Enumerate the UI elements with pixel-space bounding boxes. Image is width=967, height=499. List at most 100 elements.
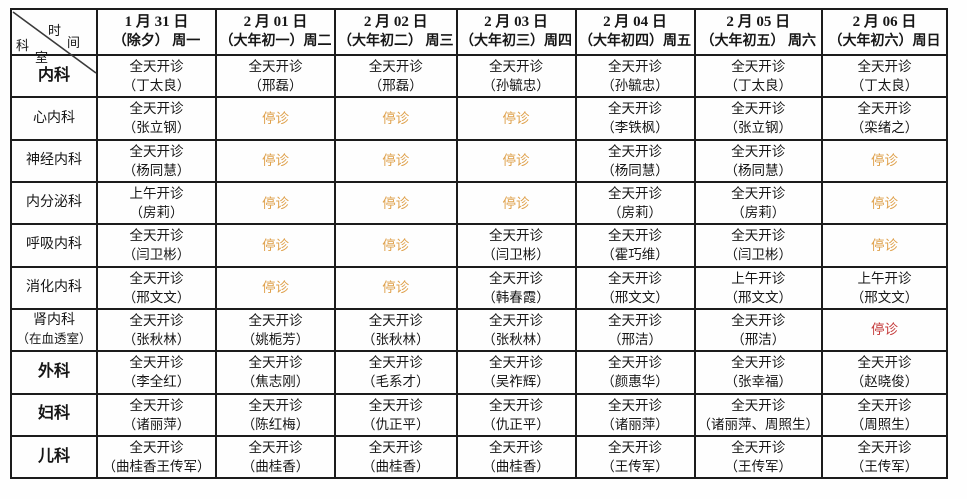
header-holiday-weekday: （除夕） 周一 [112, 33, 201, 49]
status-text: 停诊 [262, 195, 289, 211]
schedule-cell: 停诊 [455, 138, 577, 183]
schedule-cell: 全天开诊 （李铁枫） [574, 96, 696, 141]
doctor-name: （张立钢） [724, 120, 793, 136]
schedule-cell: 停诊 [215, 96, 336, 141]
schedule-cell: 全天开诊 （张秋林） [455, 307, 577, 353]
doctor-name: （陈红梅） [241, 416, 310, 432]
status-text: 全天开诊 [731, 143, 786, 159]
column-header: 2 月 06 日 （大年初六）周日 [821, 8, 948, 56]
dept-cell: 内科 [10, 53, 98, 99]
status-text: 全天开诊 [129, 143, 184, 159]
status-text: 全天开诊 [489, 439, 543, 455]
doctor-name: （仇正平） [362, 416, 430, 432]
doctor-name: （焦志刚） [241, 374, 310, 390]
corner-time-label: 时 [48, 23, 62, 38]
schedule-cell: 全天开诊 （张幸福） [693, 350, 823, 395]
status-text: 全天开诊 [368, 397, 423, 413]
doctor-name: （曲桂香） [241, 458, 310, 474]
schedule-cell: 停诊 [821, 307, 948, 353]
dept-cell: 心内科 [10, 96, 98, 141]
schedule-cell: 全天开诊 （颜惠华） [574, 350, 696, 395]
status-text: 停诊 [502, 153, 530, 169]
header-date: 2 月 01 日 [243, 14, 308, 31]
schedule-cell: 全天开诊 （曲桂香王传军） [96, 434, 217, 480]
status-text: 停诊 [871, 195, 898, 211]
dept-name: 内科 [37, 66, 70, 84]
table-row: 神经内科 全天开诊 （杨同慧） 停诊 停诊 停诊 全天开诊 （杨同慧） 全天开诊 （杨同慧） 停诊 [10, 138, 948, 183]
status-text: 全天开诊 [129, 355, 184, 371]
schedule-cell: 全天开诊 （曲桂香） [455, 434, 577, 480]
doctor-name: （王传军） [724, 458, 793, 474]
schedule-cell: 上午开诊 （房莉） [96, 180, 217, 226]
dept-cell: 外科 [10, 350, 98, 395]
status-text: 停诊 [871, 322, 898, 338]
schedule-cell: 全天开诊 （焦志刚） [215, 350, 336, 395]
schedule-cell: 全天开诊 （李全红） [96, 350, 217, 395]
dept-cell: 呼吸内科 [10, 223, 98, 268]
schedule-cell: 全天开诊 （周照生） [821, 392, 948, 437]
status-text: 全天开诊 [368, 59, 423, 74]
corner-cell: 时 间 科 室 [10, 8, 98, 64]
header-date: 2 月 06 日 [852, 14, 917, 31]
status-text: 全天开诊 [608, 59, 662, 74]
header-date: 2 月 04 日 [603, 14, 667, 31]
schedule-cell: 全天开诊 （王传军） [574, 434, 696, 480]
status-text: 停诊 [502, 110, 530, 126]
status-text: 全天开诊 [731, 101, 786, 117]
status-text: 停诊 [382, 280, 410, 296]
doctor-name: （孙毓忠） [482, 78, 550, 94]
doctor-name: （张幸福） [724, 374, 793, 390]
doctor-name: （姚栀芳） [241, 332, 310, 348]
status-text: 全天开诊 [248, 59, 303, 74]
doctor-name: （李铁枫） [601, 120, 669, 136]
doctor-name: （王传军） [601, 458, 669, 474]
status-text: 全天开诊 [731, 59, 786, 74]
doctor-name: （韩春霞） [482, 289, 550, 305]
schedule-cell: 全天开诊 （毛系才） [334, 350, 458, 395]
dept-name: 儿科 [37, 447, 70, 465]
doctor-name: （邢磊） [368, 78, 423, 94]
schedule-cell: 全天开诊 （房莉） [693, 180, 823, 226]
schedule-cell: 全天开诊 （张秋林） [334, 307, 458, 353]
table-row: 心内科 全天开诊 （张立钢） 停诊 停诊 停诊 全天开诊 （李铁枫） 全天开诊 （张立钢） 全天开诊… [10, 96, 948, 141]
header-row: 时 间 科 室 1 月 31 日（除夕） 周一 2 月 01 日（大年初一）周二 2… [10, 8, 948, 64]
header-holiday-weekday: （大年初六）周日 [828, 33, 941, 49]
table-row: 妇科 全天开诊 （诸丽萍） 全天开诊 （陈红梅） 全天开诊 （仇正平） 全天开诊 （仇正平） 全天… [10, 392, 948, 437]
dept-name: 呼吸内科 [26, 237, 82, 253]
status-text: 全天开诊 [129, 101, 184, 117]
dept-cell: 消化内科 [10, 265, 98, 310]
doctor-name: （诸丽萍、周照生） [697, 416, 820, 432]
table-row: 肾内科 （在血透室） 全天开诊 （张秋林） 全天开诊 （姚栀芳） 全天开诊 （张秋林） 全天开诊… [10, 307, 948, 353]
doctor-name: （曲桂香王传军） [102, 458, 211, 474]
doctor-name: （杨同慧） [601, 162, 669, 178]
status-text: 全天开诊 [608, 355, 662, 371]
status-text: 全天开诊 [489, 270, 543, 286]
schedule-cell: 全天开诊 （仇正平） [455, 392, 577, 437]
status-text: 全天开诊 [489, 397, 543, 413]
schedule-cell: 全天开诊 （孙毓忠） [455, 53, 577, 99]
doctor-name: （丁太良） [122, 78, 191, 94]
table-row: 内科 全天开诊 （丁太良） 全天开诊 （邢磊） 全天开诊 （邢磊） 全天开诊 （孙毓忠） 全天开诊… [10, 53, 948, 99]
status-text: 停诊 [502, 195, 530, 211]
header-holiday-weekday: （大年初二） 周三 [338, 33, 454, 49]
status-text: 全天开诊 [248, 397, 303, 413]
dept-name: 神经内科 [26, 152, 82, 168]
dept-name: 肾内科 [33, 313, 75, 329]
schedule-cell: 全天开诊 （闫卫彬） [693, 223, 823, 268]
status-text: 停诊 [871, 237, 898, 253]
corner-dept-label: 科 [16, 38, 30, 53]
status-text: 全天开诊 [608, 397, 662, 413]
status-text: 全天开诊 [368, 439, 423, 455]
status-text: 全天开诊 [129, 312, 184, 328]
schedule-cell: 全天开诊 （陈红梅） [215, 392, 336, 437]
corner-dept-label: 室 [35, 50, 49, 65]
corner-time-label: 间 [67, 35, 81, 50]
schedule-cell: 停诊 [455, 96, 577, 141]
header-date: 2 月 05 日 [726, 14, 791, 31]
schedule-cell: 全天开诊 （丁太良） [693, 53, 823, 99]
table-row: 内分泌科 上午开诊 （房莉） 停诊 停诊 停诊 全天开诊 （房莉） 全天开诊 （房莉） 停诊 [10, 180, 948, 226]
dept-name: 心内科 [33, 110, 75, 126]
doctor-name: （杨同慧） [724, 162, 793, 178]
status-text: 全天开诊 [608, 312, 662, 328]
dept-name: 外科 [37, 362, 70, 380]
